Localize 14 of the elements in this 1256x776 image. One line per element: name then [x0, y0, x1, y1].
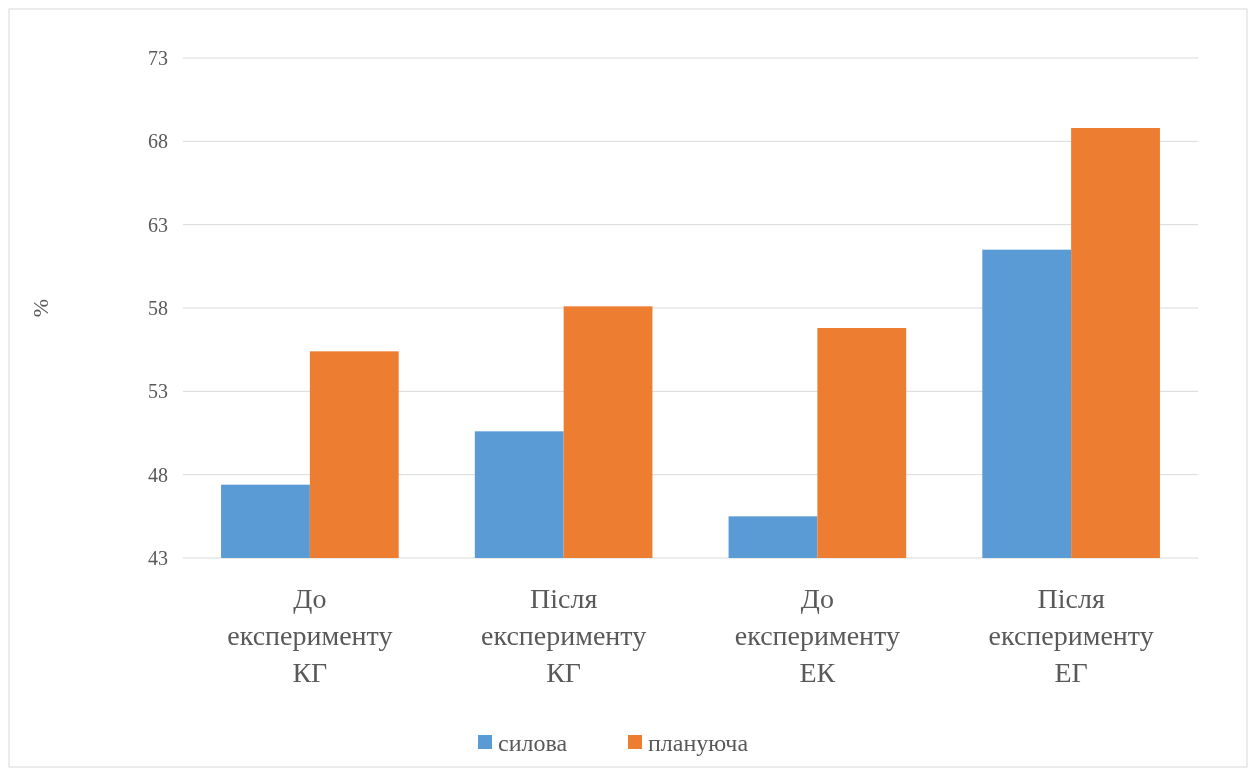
y-tick-label: 73 [148, 47, 168, 69]
y-tick-label: 43 [148, 547, 168, 569]
x-tick-label: Після експерименту КГ [481, 583, 647, 688]
y-tick-label: 68 [148, 130, 168, 153]
y-tick-label: 48 [148, 463, 168, 486]
y-axis-title: % [28, 298, 53, 318]
legend-label: силова [498, 730, 568, 757]
x-tick-label: До експерименту ЕК [734, 583, 900, 688]
y-tick-label: 63 [148, 213, 168, 236]
x-tick-label: Після експерименту ЕГ [988, 583, 1154, 688]
legend-label: плануюча [648, 730, 749, 757]
x-tick-label: До експерименту КГ [227, 583, 393, 688]
y-tick-label: 53 [148, 380, 168, 403]
y-tick-label: 58 [148, 297, 168, 319]
